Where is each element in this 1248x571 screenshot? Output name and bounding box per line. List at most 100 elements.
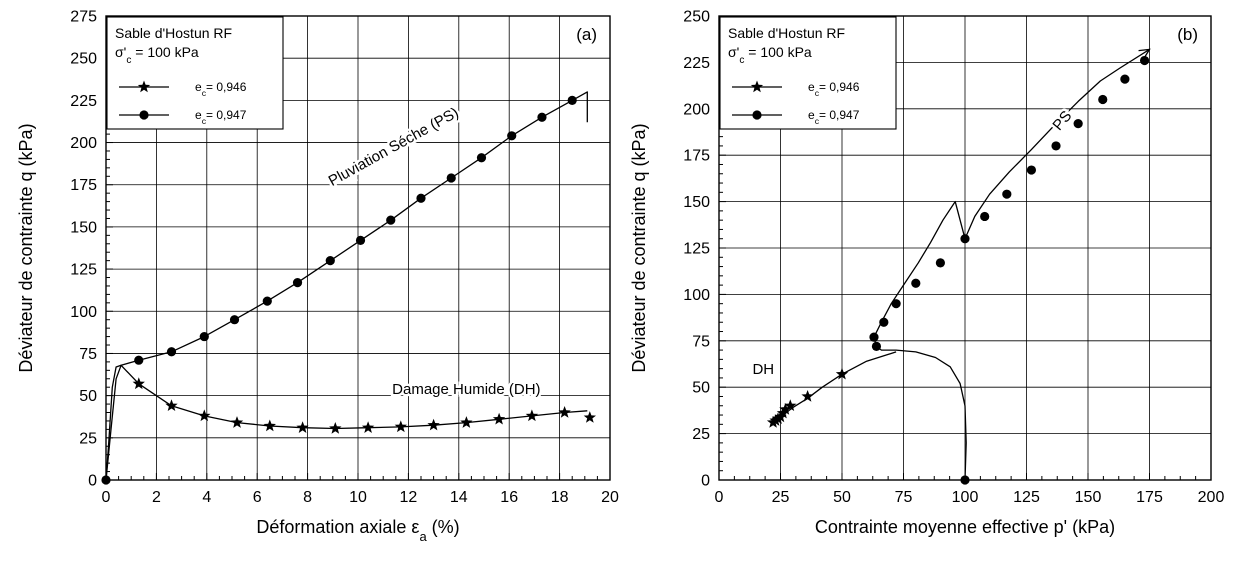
x-tick-label: 12 — [400, 489, 418, 506]
y-tick-label: 225 — [683, 55, 710, 72]
y-tick-label: 25 — [692, 426, 710, 443]
data-point-circle — [1098, 94, 1108, 105]
data-point-star — [583, 411, 596, 423]
legend-title: Sable d'Hostun RF — [115, 25, 232, 41]
x-tick-label: 8 — [303, 489, 312, 506]
x-tick-label: 18 — [551, 489, 569, 506]
x-axis-title: Déformation axiale εa (%) — [256, 517, 459, 544]
legend-title: Sable d'Hostun RF — [728, 25, 845, 41]
y-tick-label: 150 — [70, 219, 97, 236]
curve-annotation: DH — [752, 361, 774, 378]
data-point-star — [132, 377, 145, 390]
series-star — [766, 351, 897, 428]
y-tick-label: 175 — [70, 177, 97, 194]
legend-marker-circle — [752, 110, 762, 120]
data-point-star — [801, 390, 814, 402]
legend: Sable d'Hostun RF σ'c = 100 kPa ec= 0,946 e… — [106, 16, 284, 130]
x-tick-label: 14 — [450, 489, 468, 506]
y-tick-label: 50 — [79, 388, 97, 405]
x-tick-label: 16 — [500, 489, 518, 506]
data-point-circle — [869, 332, 879, 342]
y-tick-label: 0 — [88, 473, 97, 490]
data-point-circle — [292, 277, 303, 288]
x-tick-label: 4 — [202, 489, 211, 506]
data-point-circle — [355, 235, 366, 246]
data-point-circle — [980, 211, 990, 222]
y-tick-label: 0 — [701, 473, 710, 490]
x-tick-label: 0 — [715, 489, 724, 506]
grid-lines — [719, 16, 1211, 480]
y-tick-label: 100 — [683, 287, 710, 304]
x-axis-title: Contrainte moyenne effective p' (kPa) — [815, 517, 1115, 537]
y-tick-label: 150 — [683, 194, 710, 211]
series-line — [873, 48, 1150, 481]
panel-label: (a) — [576, 25, 597, 44]
data-point-circle — [199, 331, 209, 342]
x-tick-label: 75 — [895, 489, 913, 506]
data-point-star — [361, 421, 375, 433]
y-tick-label: 25 — [79, 430, 97, 447]
data-point-star — [769, 414, 782, 426]
x-tick-label: 25 — [772, 489, 790, 506]
legend-box — [719, 16, 897, 130]
series-circle — [869, 48, 1150, 485]
data-point-star — [835, 367, 849, 380]
legend-entry-label: ec= 0,946 — [808, 80, 860, 98]
data-point-circle — [935, 258, 946, 268]
data-point-star — [525, 409, 539, 422]
curve-annotation: Damage Humide (DH) — [392, 381, 540, 398]
legend-entry-label: ec= 0,946 — [195, 80, 247, 98]
data-point-star — [296, 421, 309, 433]
data-point-circle — [891, 299, 901, 309]
data-point-circle — [1002, 189, 1012, 199]
y-axis-title: Déviateur de contrainte q (kPa) — [629, 123, 649, 372]
data-point-circle — [567, 95, 577, 105]
y-tick-label: 75 — [79, 346, 97, 363]
x-tick-label: 100 — [952, 489, 979, 506]
data-point-circle — [960, 234, 970, 244]
data-point-circle — [325, 256, 335, 266]
legend-marker-circle — [139, 110, 149, 120]
data-point-star — [784, 399, 797, 411]
data-point-circle — [386, 215, 396, 225]
y-tick-label: 100 — [70, 304, 97, 321]
x-tick-label: 10 — [349, 489, 367, 506]
data-point-star — [492, 412, 506, 425]
data-point-star — [427, 418, 440, 431]
chart-panel-a: 0 2 4 6 8 10 12 14 16 18 2002550751001251501752002… — [16, 9, 619, 544]
y-tick-label: 75 — [692, 333, 710, 350]
data-point-star — [230, 416, 244, 428]
y-tick-label: 125 — [683, 241, 710, 258]
legend-subtitle: σ'c = 100 kPa — [728, 44, 812, 66]
series-star — [105, 364, 596, 481]
data-point-star — [774, 410, 787, 423]
data-point-star — [165, 399, 178, 411]
chart-panel-b: 0 25 50 75 100 125 150 175 200 0 25 50 75 100 125 150 17… — [629, 9, 1224, 538]
data-point-star — [460, 416, 473, 428]
data-point-star — [329, 422, 342, 434]
data-point-star — [776, 406, 790, 419]
y-axis-title: Déviateur de contrainte q (kPa) — [16, 123, 36, 372]
y-tick-label: 125 — [70, 262, 97, 279]
data-point-circle — [1051, 141, 1061, 151]
data-point-circle — [476, 153, 487, 163]
x-tick-label: 150 — [1075, 489, 1102, 506]
y-tick-label: 200 — [70, 135, 97, 152]
data-point-circle — [537, 112, 547, 122]
data-point-circle — [879, 317, 889, 327]
legend-marker-star — [750, 80, 764, 93]
data-point-circle — [166, 347, 177, 357]
data-point-circle — [1139, 55, 1150, 66]
panel-label: (b) — [1177, 25, 1198, 44]
data-point-star — [263, 419, 276, 432]
x-tick-label: 200 — [1198, 489, 1225, 506]
y-tick-label: 175 — [683, 148, 710, 165]
data-point-circle — [446, 173, 456, 183]
data-point-circle — [134, 355, 144, 365]
series-line — [105, 364, 588, 481]
data-point-circle — [262, 296, 272, 306]
legend: Sable d'Hostun RF σ'c = 100 kPa ec= 0,946 e… — [719, 16, 897, 130]
legend-entry-label: ec= 0,947 — [808, 108, 860, 126]
x-tick-label: 125 — [1013, 489, 1040, 506]
